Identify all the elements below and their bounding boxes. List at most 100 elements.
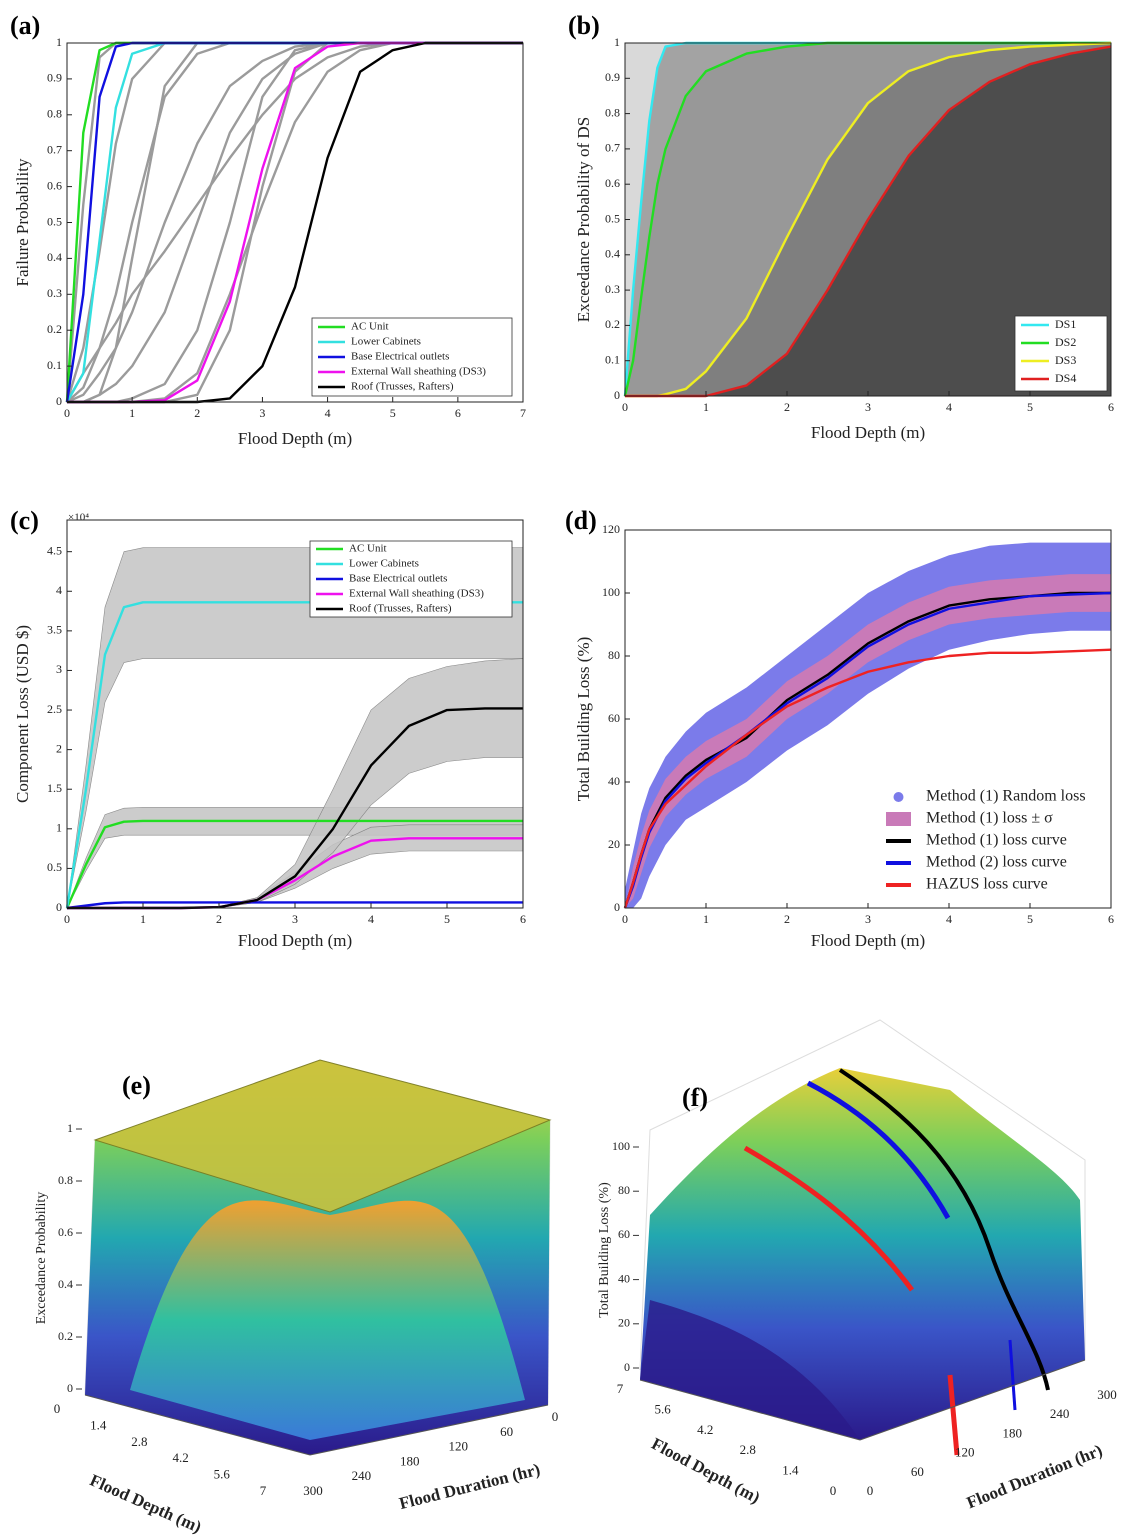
panel-label: (b) bbox=[568, 11, 600, 40]
x-tick-label: 5.6 bbox=[654, 1401, 671, 1416]
panel-label: (a) bbox=[10, 11, 40, 40]
legend-label: Method (1) loss curve bbox=[926, 832, 1067, 849]
y-tick-label: 3.5 bbox=[47, 623, 62, 637]
y-tick-label: 0.1 bbox=[605, 352, 620, 366]
x-tick-label: 7 bbox=[260, 1483, 267, 1498]
y-tick-label: 0.8 bbox=[605, 105, 620, 119]
z-axis-label: Exceedance Probability bbox=[34, 1192, 49, 1325]
legend-label: Lower Cabinets bbox=[351, 336, 421, 348]
y-tick-label: 60 bbox=[608, 711, 620, 725]
x-tick-label: 4 bbox=[946, 400, 952, 414]
y-tick-label: 0.5 bbox=[47, 860, 62, 874]
y-tick-label: 0.6 bbox=[47, 178, 62, 192]
x-tick-label: 0 bbox=[622, 912, 628, 926]
y-tick-label: 2.5 bbox=[47, 702, 62, 716]
y-tick-label: 4 bbox=[56, 583, 62, 597]
x-tick-label: 6 bbox=[520, 912, 526, 926]
y-tick-label: 0.2 bbox=[47, 322, 62, 336]
x-tick-label: 3 bbox=[292, 912, 298, 926]
z-tick-label: 60 bbox=[618, 1227, 630, 1241]
axis-line bbox=[309, 1404, 549, 1456]
legend-label: Base Electrical outlets bbox=[351, 351, 449, 363]
legend-label: External Wall sheathing (DS3) bbox=[351, 366, 486, 378]
y-tick-label: 300 bbox=[1097, 1387, 1117, 1402]
x-tick-label: 6 bbox=[1108, 400, 1114, 414]
y-tick-label: 0.9 bbox=[47, 71, 62, 85]
x-tick-label: 5 bbox=[1027, 400, 1033, 414]
x-tick-label: 5 bbox=[390, 406, 396, 420]
surface-dome bbox=[130, 1200, 525, 1440]
y-tick-label: 0 bbox=[56, 394, 62, 408]
y-tick-label: 0.3 bbox=[605, 282, 620, 296]
hazus-curve bbox=[947, 1374, 960, 1456]
y-tick-label: 120 bbox=[955, 1445, 975, 1460]
z-tick-label: 100 bbox=[612, 1139, 630, 1153]
z-tick-label: 0 bbox=[67, 1381, 73, 1395]
legend-label: HAZUS loss curve bbox=[926, 876, 1048, 893]
y-tick-label: 300 bbox=[303, 1483, 323, 1498]
y-axis-label: Component Loss (USD $) bbox=[13, 625, 32, 803]
legend-label: AC Unit bbox=[349, 543, 387, 555]
x-tick-label: 2.8 bbox=[740, 1442, 756, 1457]
legend-label: Method (2) loss curve bbox=[926, 854, 1067, 871]
y-tick-label: 0 bbox=[56, 900, 62, 914]
panel-label: (c) bbox=[10, 506, 39, 535]
x-tick-label: 5 bbox=[444, 912, 450, 926]
z-tick-label: 0.6 bbox=[58, 1225, 73, 1239]
y-tick-label: 180 bbox=[400, 1453, 420, 1468]
y-tick-label: 0.3 bbox=[47, 286, 62, 300]
line bbox=[65, 819, 523, 909]
y-tick-label: 1 bbox=[56, 35, 62, 49]
hazus-curve bbox=[743, 1145, 915, 1292]
z-tick-label: 20 bbox=[618, 1316, 630, 1330]
legend-label: AC Unit bbox=[351, 321, 389, 333]
z-tick-label: 0.8 bbox=[58, 1173, 73, 1187]
x-tick-label: 2 bbox=[194, 406, 200, 420]
z-tick-label: 0.2 bbox=[58, 1329, 73, 1343]
x-tick-label: 0 bbox=[64, 912, 70, 926]
legend-label: Method (1) Random loss bbox=[926, 788, 1086, 805]
x-tick-label: 6 bbox=[455, 406, 461, 420]
z-axis-label: Total Building Loss (%) bbox=[597, 1182, 612, 1318]
y-axis-label: Failure Probability bbox=[13, 158, 32, 286]
x-tick-label: 4 bbox=[368, 912, 374, 926]
y-multiplier: ×10⁴ bbox=[68, 512, 89, 524]
y-axis-label: Total Building Loss (%) bbox=[574, 637, 593, 802]
y-tick-label: 100 bbox=[602, 585, 620, 599]
x-tick-label: 2.8 bbox=[131, 1434, 147, 1449]
x-tick-label: 1.4 bbox=[90, 1417, 107, 1432]
y-tick-label: 0.8 bbox=[47, 107, 62, 121]
x-axis-label: Flood Depth (m) bbox=[811, 423, 925, 442]
x-tick-label: 5 bbox=[1027, 912, 1033, 926]
legend-swatch bbox=[886, 812, 911, 826]
legend-box bbox=[311, 317, 513, 397]
x-tick-label: 4 bbox=[325, 406, 331, 420]
x-tick-label: 3 bbox=[865, 912, 871, 926]
x-tick-label: 2 bbox=[216, 912, 222, 926]
surface-plateau bbox=[93, 1059, 552, 1213]
x-axis-label: Flood Depth (m) bbox=[238, 931, 352, 950]
y-tick-label: 1 bbox=[56, 821, 62, 835]
z-tick-label: 80 bbox=[618, 1183, 630, 1197]
x-tick-label: 7 bbox=[617, 1381, 624, 1396]
y-axis-label: Flood Duration (hr) bbox=[964, 1441, 1105, 1513]
y-tick-label: 1.5 bbox=[47, 781, 62, 795]
x-tick-label: 6 bbox=[1108, 912, 1114, 926]
surface-f bbox=[639, 1019, 1086, 1456]
y-tick-label: 0.9 bbox=[605, 70, 620, 84]
y-tick-label: 0 bbox=[552, 1409, 559, 1424]
x-tick-label: 3 bbox=[865, 400, 871, 414]
method2-curve bbox=[806, 1080, 951, 1220]
legend-label: Lower Cabinets bbox=[349, 558, 419, 570]
x-tick-label: 1 bbox=[140, 912, 146, 926]
x-tick-label: 1 bbox=[703, 912, 709, 926]
x-tick-label: 7 bbox=[520, 406, 526, 420]
x-tick-label: 1 bbox=[703, 400, 709, 414]
y-tick-label: 0.5 bbox=[47, 214, 62, 228]
x-tick-label: 0 bbox=[64, 406, 70, 420]
band bbox=[625, 542, 1111, 908]
panel-label: (f) bbox=[682, 1083, 708, 1112]
axis-line bbox=[859, 1359, 1086, 1441]
